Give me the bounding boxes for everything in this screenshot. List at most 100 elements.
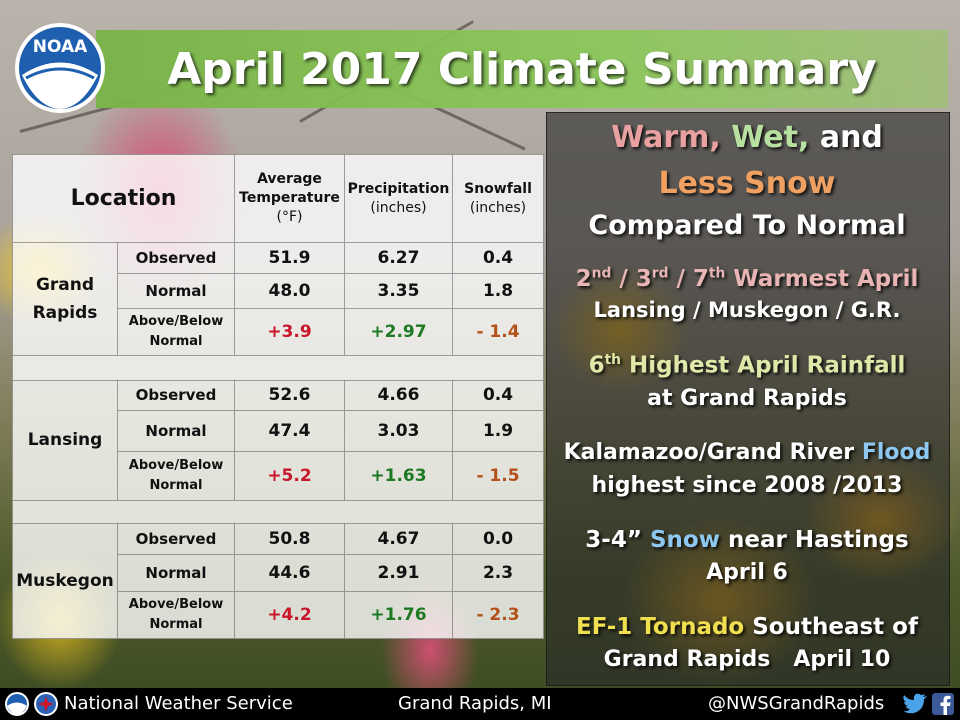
- row-label-above-below: Above/Below Normal: [118, 309, 235, 356]
- rainfall-line: 6th Highest April Rainfall: [546, 352, 948, 379]
- header-precip: Precipitation (inches): [345, 155, 453, 243]
- noaa-logo: NOAA: [15, 23, 105, 113]
- musk-normal-precip: 2.91: [345, 555, 453, 592]
- rain-ordinal-suffix: th: [604, 352, 621, 368]
- summary-headline: Warm, Wet, and: [546, 120, 948, 155]
- compared-to-normal-text: Compared To Normal: [588, 210, 906, 241]
- header-avg-temp-line2: Temperature: [239, 190, 340, 206]
- rain-text: Highest April Rainfall: [621, 352, 906, 379]
- ordinal-2-num: 2: [575, 265, 592, 292]
- musk-normal-snow: 2.3: [453, 555, 543, 592]
- lan-departure-temp: +5.2: [235, 452, 345, 501]
- snow-date: April 6: [706, 560, 788, 585]
- rain-ordinal-num: 6: [588, 352, 605, 379]
- wet-word: Wet,: [731, 120, 810, 155]
- location-name-line1: Grand: [35, 275, 95, 295]
- rainfall-location: at Grand Rapids: [647, 386, 847, 411]
- noaa-small-icon: [5, 692, 29, 716]
- header-avg-temp: Average Temperature (°F): [235, 155, 345, 243]
- lan-normal-precip: 3.03: [345, 411, 453, 452]
- row-label-normal: Normal: [118, 411, 235, 452]
- footer-bar: National Weather Service Grand Rapids, M…: [0, 688, 960, 720]
- location-name-line2: Rapids: [32, 303, 98, 323]
- less-snow-text: Less Snow: [658, 166, 836, 201]
- row-label-observed: Observed: [118, 380, 235, 411]
- warmest-locations: Lansing / Muskegon / G.R.: [593, 298, 901, 322]
- page-title: April 2017 Climate Summary: [167, 43, 877, 95]
- table-spacer: [13, 501, 543, 524]
- warm-word: Warm,: [611, 120, 721, 155]
- location-muskegon: Muskegon: [13, 523, 118, 638]
- lan-observed-precip: 4.66: [345, 380, 453, 411]
- gr-departure-snow: - 1.4: [453, 309, 543, 356]
- row-label-above-below-line1: Above/Below: [128, 597, 224, 612]
- header-snow: Snowfall (inches): [453, 155, 543, 243]
- row-label-observed: Observed: [118, 523, 235, 555]
- header-snow-line1: Snowfall: [464, 180, 532, 197]
- tornado-word: EF-1 Tornado: [576, 614, 745, 640]
- location-lansing: Lansing: [13, 380, 118, 501]
- row-label-above-below: Above/Below Normal: [118, 452, 235, 501]
- row-label-normal: Normal: [118, 555, 235, 592]
- lan-observed-temp: 52.6: [235, 380, 345, 411]
- musk-observed-precip: 4.67: [345, 523, 453, 555]
- header-location: Location: [13, 155, 235, 243]
- gr-departure-temp: +3.9: [235, 309, 345, 356]
- flood-line: Kalamazoo/Grand River Flood: [546, 440, 948, 465]
- ordinal-7-suffix: th: [708, 265, 726, 281]
- svg-text:NOAA: NOAA: [33, 37, 88, 57]
- footer-location: Grand Rapids, MI: [398, 693, 552, 714]
- flood-detail: highest since 2008 /2013: [591, 473, 903, 498]
- lan-departure-snow: - 1.5: [453, 452, 543, 501]
- flood-word: Flood: [861, 440, 931, 465]
- flood-rivers: Kalamazoo/Grand River: [563, 440, 862, 465]
- twitter-icon[interactable]: [902, 693, 928, 715]
- lan-normal-snow: 1.9: [453, 411, 543, 452]
- location-grand-rapids: Grand Rapids: [13, 243, 118, 356]
- nws-small-icon: [34, 692, 58, 716]
- ordinal-3-suffix: rd: [651, 265, 669, 281]
- musk-normal-temp: 44.6: [235, 555, 345, 592]
- row-label-above-below-line2: Normal: [149, 478, 203, 493]
- ordinal-3: / 3rd: [611, 265, 669, 292]
- facebook-icon[interactable]: [932, 693, 954, 715]
- warmest-april-text: Warmest April: [725, 265, 919, 292]
- lan-departure-precip: +1.63: [345, 452, 453, 501]
- row-label-above-below-line1: Above/Below: [128, 314, 224, 329]
- musk-departure-temp: +4.2: [235, 592, 345, 638]
- row-label-above-below-line2: Normal: [149, 617, 203, 632]
- lan-observed-snow: 0.4: [453, 380, 543, 411]
- musk-observed-snow: 0.0: [453, 523, 543, 555]
- gr-normal-temp: 48.0: [235, 274, 345, 309]
- header-precip-line1: Precipitation: [347, 180, 450, 197]
- gr-observed-precip: 6.27: [345, 243, 453, 274]
- header-precip-unit: (inches): [370, 199, 427, 216]
- gr-observed-snow: 0.4: [453, 243, 543, 274]
- ordinal-2-suffix: nd: [591, 265, 612, 281]
- footer-org: National Weather Service: [64, 693, 293, 714]
- gr-departure-precip: +2.97: [345, 309, 453, 356]
- row-label-above-below: Above/Below Normal: [118, 592, 235, 638]
- and-word: and: [819, 120, 883, 155]
- musk-observed-temp: 50.8: [235, 523, 345, 555]
- gr-normal-snow: 1.8: [453, 274, 543, 309]
- row-label-above-below-line2: Normal: [149, 334, 203, 349]
- snow-word: Snow: [649, 527, 720, 553]
- tornado-detail: Grand Rapids April 10: [603, 647, 891, 672]
- header-snow-unit: (inches): [469, 199, 527, 216]
- gr-normal-precip: 3.35: [345, 274, 453, 309]
- warmest-april-line: 2nd / 3rd / 7th Warmest April: [546, 265, 948, 292]
- header-avg-temp-unit: (°F): [276, 209, 303, 225]
- ordinal-2: 2nd: [575, 265, 612, 292]
- row-label-observed: Observed: [118, 243, 235, 274]
- musk-departure-precip: +1.76: [345, 592, 453, 638]
- ordinal-3-num: / 3: [611, 265, 652, 292]
- ordinal-7-num: / 7: [668, 265, 709, 292]
- gr-observed-temp: 51.9: [235, 243, 345, 274]
- row-label-above-below-line1: Above/Below: [128, 458, 224, 473]
- row-label-normal: Normal: [118, 274, 235, 309]
- snow-amount: 3-4”: [585, 527, 650, 553]
- climate-table: Location Average Temperature (°F) Precip…: [12, 154, 544, 639]
- tornado-location: Southeast of: [744, 614, 918, 640]
- snow-line: 3-4” Snow near Hastings: [546, 527, 948, 553]
